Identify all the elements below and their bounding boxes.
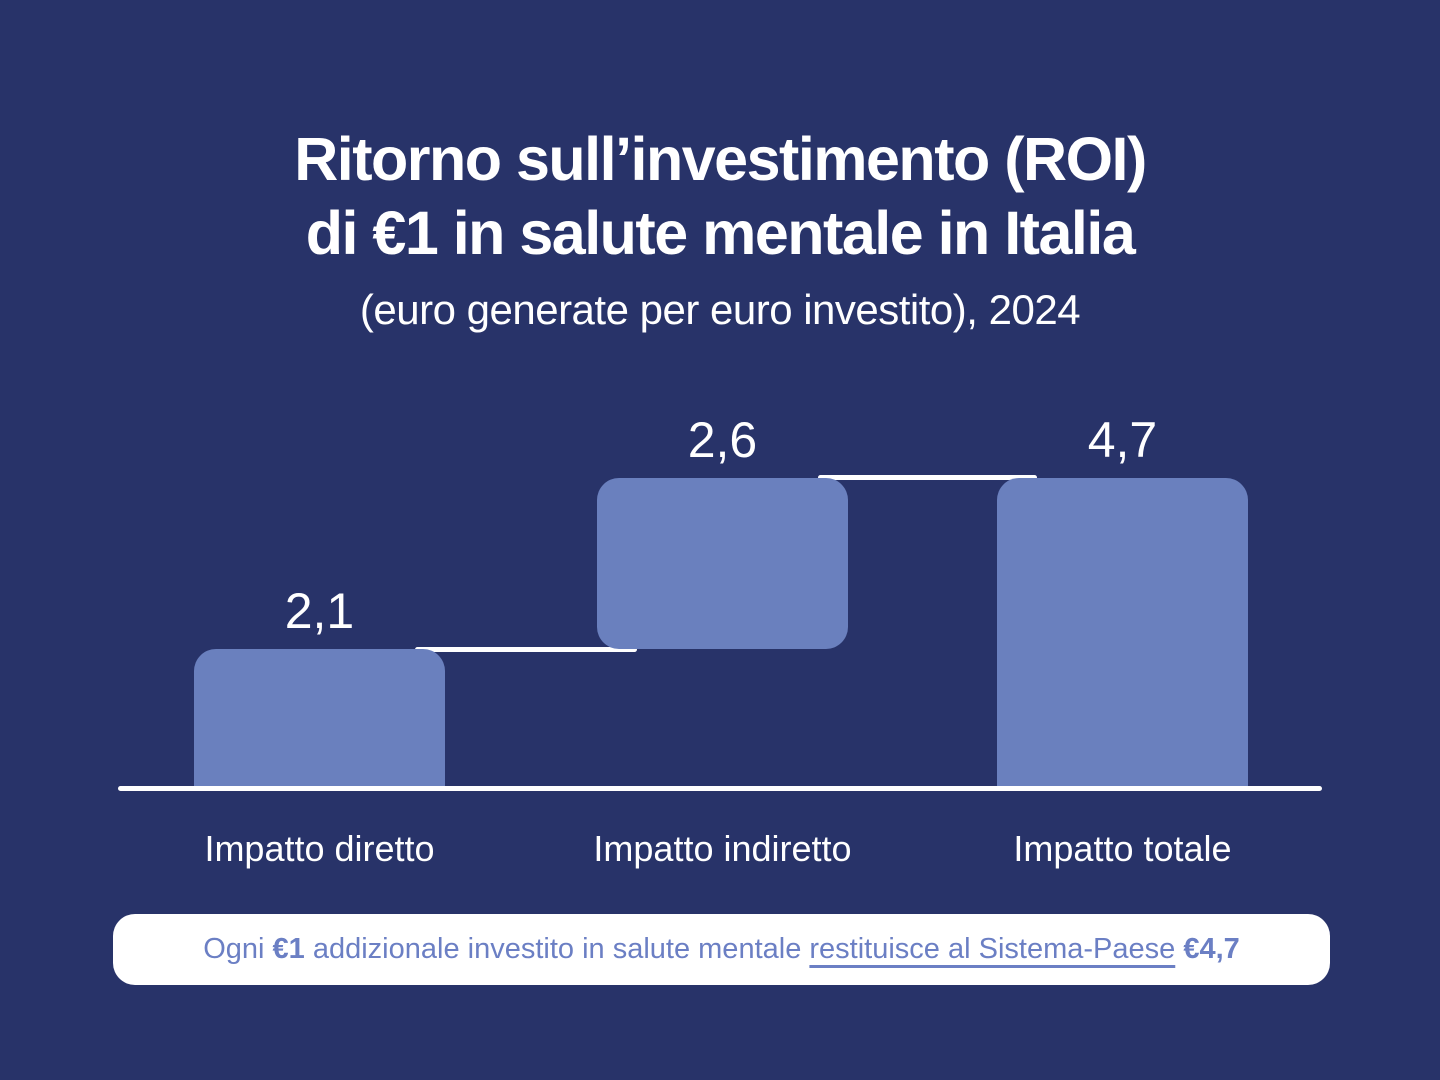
title-line-1: Ritorno sull’investimento (ROI) bbox=[294, 125, 1147, 193]
bar-impatto-totale bbox=[997, 477, 1248, 788]
category-label: Impatto totale bbox=[1013, 828, 1232, 869]
category-label: Impatto indiretto bbox=[593, 828, 852, 869]
waterfall-connector-line bbox=[415, 646, 637, 652]
note-text-bold: €4,7 bbox=[1183, 933, 1240, 965]
note-text-regular: Ogni bbox=[203, 933, 273, 965]
note-text-regular bbox=[1175, 933, 1183, 966]
chart-subtitle: (euro generate per euro investito), 2024 bbox=[359, 286, 1081, 333]
title-line-2: di €1 in salute mentale in Italia bbox=[305, 199, 1136, 267]
category-label: Impatto diretto bbox=[204, 828, 435, 869]
title-block: Ritorno sull’investimento (ROI) di €1 in… bbox=[0, 122, 1440, 334]
note-text-regular: addizionale investito in salute mentale bbox=[304, 933, 810, 965]
value-label: 2,1 bbox=[284, 583, 355, 640]
waterfall-connector-line bbox=[818, 475, 1037, 481]
callout-note: Ogni €1 addizionale investito in salute … bbox=[113, 914, 1330, 985]
note-text-underline: restituisce al Sistema-Paese bbox=[809, 933, 1176, 965]
page-title: Ritorno sull’investimento (ROI) di €1 in… bbox=[0, 122, 1440, 270]
value-label: 2,6 bbox=[687, 411, 758, 468]
bar-impatto-diretto bbox=[194, 649, 445, 788]
x-axis-line bbox=[118, 786, 1322, 791]
value-label: 4,7 bbox=[1087, 411, 1158, 468]
bar-impatto-indiretto bbox=[597, 477, 848, 650]
note-text-bold: €1 bbox=[272, 933, 305, 965]
